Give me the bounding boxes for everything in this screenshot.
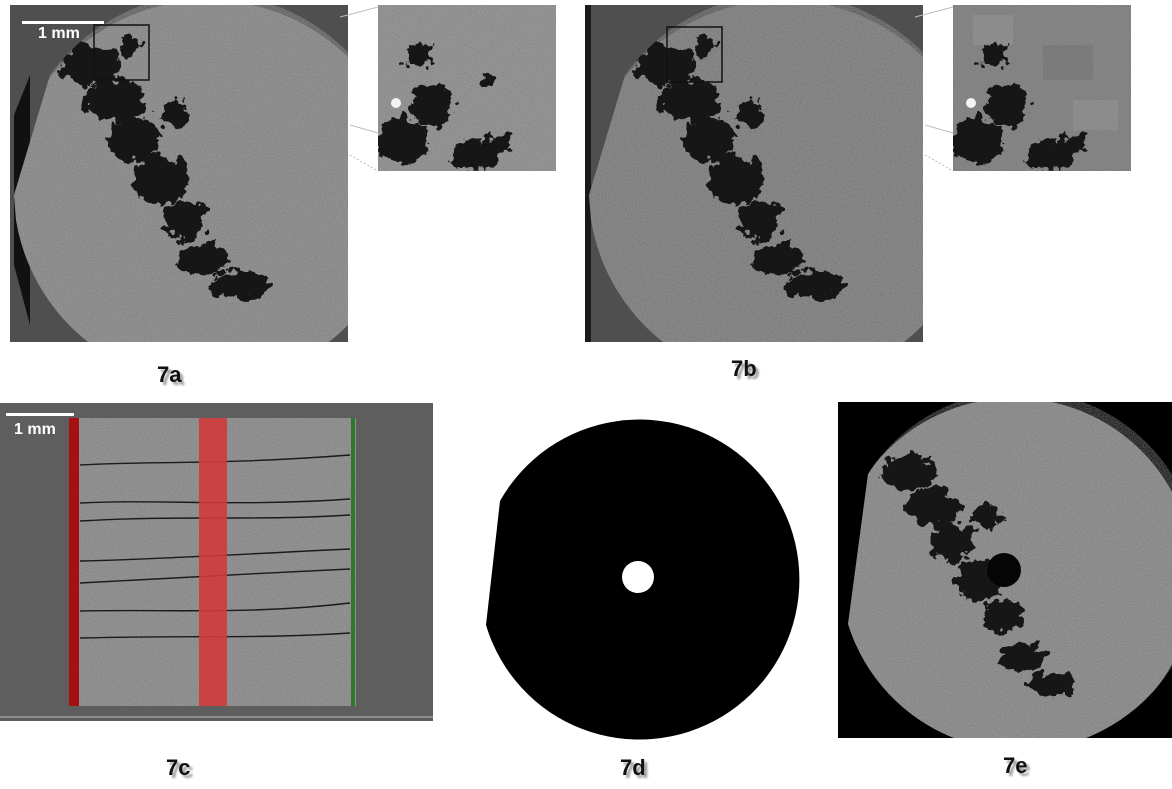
- label-7b: 7b: [731, 356, 757, 381]
- panel-7d-image: [484, 415, 800, 741]
- panel-7b-inset: [953, 5, 1131, 171]
- label-7c: 7c: [166, 755, 191, 780]
- label-7a: 7a: [157, 362, 182, 387]
- label-7d: 7d: [620, 755, 646, 780]
- inset-connector-lines-b: [915, 6, 954, 172]
- scale-bar-label: 1 mm: [14, 421, 56, 438]
- scale-bar-line: [6, 413, 74, 416]
- ct-longitudinal-section: [0, 418, 433, 718]
- ct-slice-filtered: [585, 5, 923, 342]
- panel-7a-image: 1 mm: [10, 5, 348, 342]
- inset-connector-lines-a: [340, 6, 379, 172]
- inset-zoom-filtered: [953, 5, 1131, 171]
- scale-bar-label: 1 mm: [38, 25, 80, 42]
- scale-bar-line: [22, 21, 104, 24]
- ct-slice-original: [10, 5, 348, 342]
- panel-7b-image: [585, 5, 923, 342]
- ct-slice-masked: [838, 402, 1172, 738]
- panel-7c-image: 1 mm: [0, 403, 433, 721]
- inset-zoom-original: [378, 5, 556, 171]
- panel-7e-image: [838, 402, 1172, 738]
- label-7e: 7e: [1003, 753, 1028, 778]
- panel-7a-inset: [378, 5, 556, 171]
- binary-mask: [486, 419, 800, 740]
